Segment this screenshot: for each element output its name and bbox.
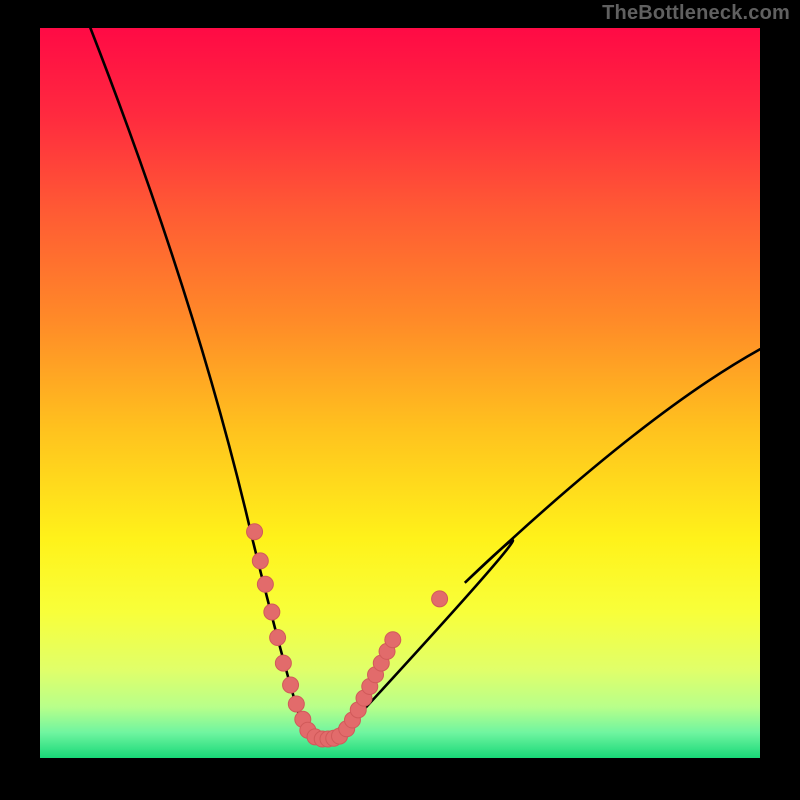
data-marker (432, 591, 448, 607)
data-marker (247, 524, 263, 540)
bottleneck-chart-svg (0, 0, 800, 800)
data-marker (252, 553, 268, 569)
data-marker (264, 604, 280, 620)
data-marker (257, 576, 273, 592)
data-marker (288, 696, 304, 712)
data-marker (283, 677, 299, 693)
data-marker (385, 632, 401, 648)
plot-background (40, 28, 760, 758)
chart-stage: TheBottleneck.com (0, 0, 800, 800)
data-marker (270, 630, 286, 646)
watermark-text: TheBottleneck.com (602, 2, 790, 25)
data-marker (275, 655, 291, 671)
